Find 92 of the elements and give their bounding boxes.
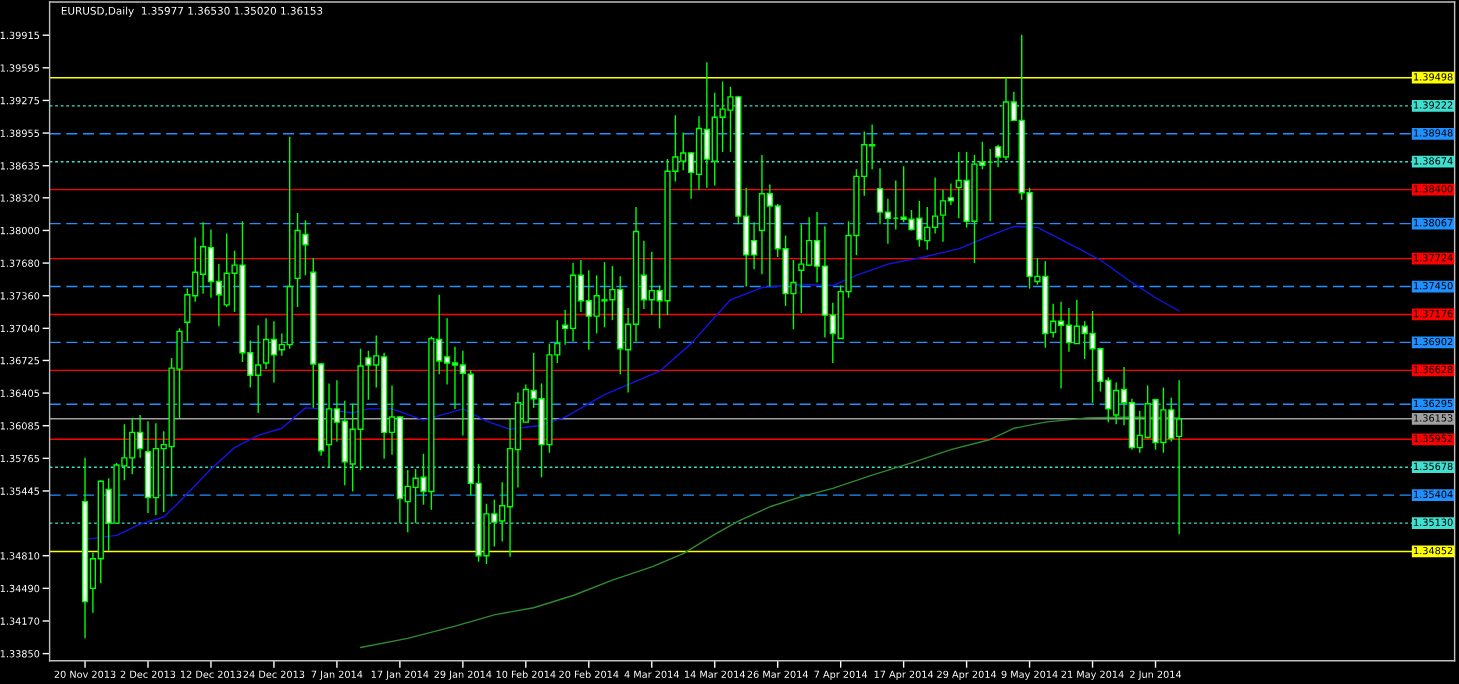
candlestick <box>1073 299 1080 345</box>
candlestick <box>1065 307 1073 353</box>
ref-line-label: 1.39498 <box>1414 73 1453 81</box>
candlestick <box>270 320 278 384</box>
ref-line-label: 1.37176 <box>1414 309 1453 318</box>
y-tick-label: 1.39275 <box>0 96 40 105</box>
y-tick-label: 1.34490 <box>0 584 40 593</box>
x-tick-label: 12 Dec 2013 <box>180 670 242 678</box>
candlestick <box>562 309 569 346</box>
candlestick <box>884 198 892 245</box>
x-tick-label: 2 Dec 2013 <box>120 670 176 678</box>
y-tick-label: 1.35765 <box>0 454 40 463</box>
candlestick <box>262 317 270 370</box>
ref-line-label: 1.39222 <box>1414 101 1453 109</box>
x-tick-label: 26 Mar 2014 <box>747 670 808 678</box>
y-tick-label: 1.38635 <box>0 162 40 170</box>
ref-line-label: 1.35130 <box>1414 518 1453 526</box>
x-tick-label: 7 Jan 2014 <box>311 670 363 680</box>
candlestick <box>1057 301 1065 390</box>
x-tick-label: 21 May 2014 <box>1061 670 1124 680</box>
ref-line-label: 1.38948 <box>1414 129 1453 137</box>
x-tick-label: 9 May 2014 <box>1001 670 1058 680</box>
candlestick <box>278 332 285 357</box>
y-tick-label: 1.39595 <box>0 64 40 72</box>
y-tick-label: 1.33850 <box>0 650 40 658</box>
candlestick <box>499 481 506 543</box>
x-tick-label: 20 Feb 2014 <box>559 670 619 678</box>
ref-line-label: 1.36902 <box>1414 337 1453 346</box>
candlestick <box>255 324 262 414</box>
candlestick <box>1120 366 1128 426</box>
ref-line-label: 1.38067 <box>1414 219 1453 227</box>
candlestick <box>947 182 954 206</box>
chart-title: EURUSD,Daily 1.35977 1.36530 1.35020 1.36153 <box>61 6 323 17</box>
x-tick-label: 4 Mar 2014 <box>624 670 679 678</box>
candlestick <box>443 317 451 386</box>
x-tick-label: 24 Dec 2013 <box>243 670 305 678</box>
x-tick-label: 14 Mar 2014 <box>684 670 745 678</box>
y-tick-label: 1.34170 <box>0 617 40 625</box>
x-tick-label: 10 Feb 2014 <box>496 670 556 678</box>
candlestick <box>1175 379 1183 536</box>
ref-line-label: 1.37450 <box>1414 282 1453 290</box>
candlestick <box>1136 410 1143 454</box>
x-tick-label: 29 Apr 2014 <box>937 670 997 680</box>
ref-line-label: 1.36628 <box>1414 365 1453 374</box>
ref-line-label: 1.38674 <box>1414 157 1453 165</box>
ref-line-label: 1.38400 <box>1414 185 1453 193</box>
y-tick-label: 1.36725 <box>0 356 40 365</box>
candlestick <box>459 350 466 437</box>
candlestick <box>931 176 939 235</box>
candlestick <box>1050 303 1057 339</box>
x-tick-label: 17 Jan 2014 <box>371 670 429 680</box>
candlestick <box>798 223 805 314</box>
candlestick <box>876 167 884 226</box>
ref-line-label: 1.37724 <box>1414 254 1453 262</box>
candlestick <box>869 123 876 170</box>
candlestick <box>994 144 1002 168</box>
candlestick <box>829 302 836 364</box>
y-tick-label: 1.37360 <box>0 292 40 300</box>
y-tick-label: 1.34810 <box>0 552 40 560</box>
y-tick-label: 1.37680 <box>0 259 40 267</box>
candlestick <box>215 263 222 327</box>
ref-line-label: 1.36295 <box>1414 399 1453 408</box>
candlestick <box>333 379 341 443</box>
candlestick <box>1010 91 1017 122</box>
candlestick <box>766 183 773 288</box>
x-tick-label: 2 Jun 2014 <box>1130 670 1182 680</box>
y-tick-label: 1.39915 <box>0 31 40 40</box>
x-tick-label: 20 Nov 2013 <box>54 670 116 678</box>
candlestick <box>436 293 443 375</box>
ref-line-label: 1.34852 <box>1414 546 1453 555</box>
y-tick-label: 1.38955 <box>0 129 40 137</box>
candlestick <box>388 384 396 456</box>
candlestick <box>192 236 199 303</box>
x-tick-label: 7 Apr 2014 <box>814 670 868 680</box>
y-tick-label: 1.36085 <box>0 422 40 430</box>
y-tick-label: 1.35445 <box>0 487 40 495</box>
y-tick-label: 1.36405 <box>0 389 40 397</box>
x-tick-label: 17 Apr 2014 <box>874 670 934 680</box>
candlestick <box>585 269 592 351</box>
y-tick-label: 1.38320 <box>0 194 40 202</box>
ref-line-label: 1.35678 <box>1414 462 1453 471</box>
y-tick-label: 1.37040 <box>0 324 40 333</box>
candlestick <box>939 188 947 243</box>
candlestick <box>451 345 459 410</box>
candlestick <box>687 151 695 200</box>
ref-line-label: 1.36153 <box>1414 414 1453 422</box>
x-tick-label: 29 Jan 2014 <box>434 670 492 680</box>
ref-line-label: 1.35952 <box>1414 434 1453 443</box>
candlestick <box>750 221 758 270</box>
ref-line-label: 1.35404 <box>1414 490 1453 498</box>
y-tick-label: 1.38000 <box>0 226 40 235</box>
candlestick <box>136 414 144 459</box>
